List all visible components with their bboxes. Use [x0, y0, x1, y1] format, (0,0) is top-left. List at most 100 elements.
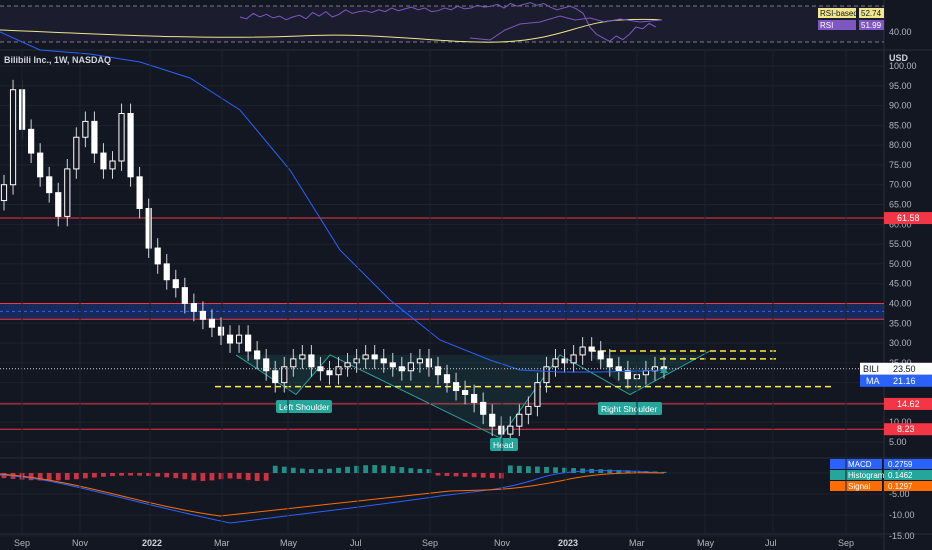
annotation-label: Head	[493, 440, 514, 450]
macd-value-bg	[884, 459, 932, 469]
candle-body	[588, 346, 595, 352]
candle-body	[480, 401, 487, 415]
macd-line	[0, 470, 665, 524]
signal-line	[0, 472, 665, 517]
time-tick: 2023	[558, 538, 578, 548]
candle-body	[516, 413, 523, 427]
macd-histogram-bar	[390, 466, 396, 473]
price-tick: 75.00	[889, 160, 912, 170]
macd-histogram-bar	[372, 465, 378, 473]
rsi-value: 52.74	[861, 9, 882, 18]
candle-body	[82, 120, 89, 138]
macd-histogram-bar	[308, 469, 314, 473]
time-tick: May	[280, 538, 298, 548]
macd-histogram-bar	[327, 468, 332, 473]
macd-histogram-bar	[345, 466, 350, 473]
rsi-ma-line	[0, 18, 663, 43]
macd-histogram-bar	[354, 465, 360, 473]
candle-body	[624, 370, 631, 380]
macd-histogram-bar	[46, 473, 52, 481]
macd-histogram-bar	[507, 465, 513, 473]
macd-histogram-bar	[544, 466, 549, 473]
rsi-band	[0, 6, 884, 42]
candle-body	[452, 382, 460, 392]
price-tick: 5.00	[889, 437, 907, 447]
price-tick: 40.00	[889, 298, 912, 308]
candle-body	[597, 350, 604, 360]
annotation-label: Left Shoulder	[279, 402, 330, 412]
candle-body	[145, 207, 152, 249]
candle-body	[109, 160, 116, 170]
candle-body	[55, 192, 62, 217]
candle-body	[199, 310, 207, 320]
price-tick: 10.00	[889, 417, 912, 427]
macd-tick: -10.00	[889, 510, 915, 520]
candle-body	[534, 382, 541, 407]
macd-histogram-bar	[209, 473, 215, 481]
candle-body	[434, 366, 442, 376]
price-tag: 14.62	[897, 399, 920, 409]
candle-body	[561, 358, 568, 364]
macd-histogram-bar	[562, 467, 567, 473]
candle-body	[425, 358, 433, 368]
candle-body	[181, 287, 188, 304]
macd-histogram-bar	[37, 473, 43, 481]
macd-histogram-bar	[182, 473, 188, 480]
annotation-bg	[276, 400, 332, 413]
macd-histogram-bar	[453, 473, 459, 477]
candle-body	[263, 358, 270, 372]
symbol-tag: BILI	[863, 364, 879, 374]
candle-body	[73, 136, 80, 170]
macd-histogram-bar	[498, 473, 504, 479]
macd-histogram-bar	[82, 473, 88, 479]
candle-body	[217, 326, 225, 336]
candle-body	[570, 354, 577, 364]
moving-average-line	[0, 31, 665, 373]
macd-histogram-bar	[336, 467, 341, 473]
price-tick: 60.00	[889, 219, 912, 229]
macd-histogram-bar	[462, 473, 468, 477]
candle-body	[525, 405, 532, 415]
candle-body	[389, 362, 396, 368]
candle-body	[498, 425, 505, 435]
macd-histogram-bar	[119, 473, 124, 476]
macd-histogram-bar	[363, 465, 369, 473]
rsi-line-right	[469, 15, 663, 41]
macd-tick: -5.00	[889, 489, 910, 499]
price-tick: 70.00	[889, 180, 912, 190]
candle-body	[9, 89, 17, 186]
price-tick: 45.00	[889, 279, 912, 289]
time-tick: Nov	[494, 538, 511, 548]
candle-body	[507, 425, 514, 435]
ma-value: 21.16	[893, 376, 916, 386]
candle-body	[326, 370, 333, 376]
price-tick: 80.00	[889, 140, 912, 150]
macd-histogram-bar	[399, 467, 405, 473]
candle-body	[272, 370, 279, 384]
candle-body	[579, 346, 586, 356]
candle-body	[489, 413, 496, 427]
time-tick: Jul	[765, 538, 777, 548]
macd-label-bg	[830, 481, 882, 491]
ma-tag-bg	[860, 374, 884, 387]
macd-histogram-bar	[218, 473, 224, 480]
price-tag-bg	[884, 423, 932, 436]
macd-label-name: Histogram	[848, 471, 885, 480]
macd-histogram-bar	[227, 473, 233, 479]
candle-body	[335, 366, 342, 376]
time-tick: 2022	[142, 538, 162, 548]
candle-body	[0, 184, 8, 202]
macd-histogram-bar	[281, 466, 287, 473]
macd-histogram-bar	[137, 473, 143, 476]
candle-body	[100, 152, 107, 170]
macd-value-bg	[884, 481, 932, 491]
price-tick: 55.00	[889, 239, 912, 249]
macd-histogram-bar	[155, 473, 161, 477]
candle-body	[543, 366, 550, 384]
macd-value: 0.2759	[888, 460, 913, 469]
macd-histogram-bar	[254, 473, 260, 481]
time-tick: Sep	[422, 538, 438, 548]
candle-body	[344, 362, 351, 368]
macd-histogram-bar	[471, 473, 477, 478]
